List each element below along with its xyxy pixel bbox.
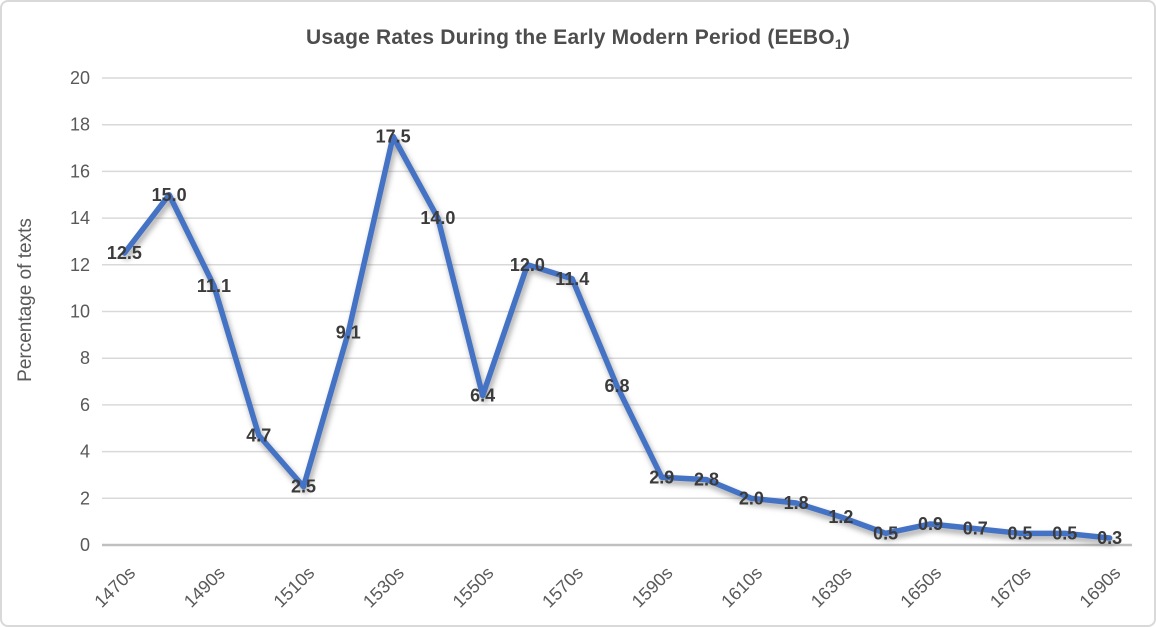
data-label: 14.0 — [420, 208, 455, 228]
y-tick-label: 8 — [80, 348, 90, 368]
x-tick-label: 1530s — [359, 563, 408, 612]
data-label: 11.4 — [555, 269, 589, 289]
x-tick-label: 1630s — [807, 563, 856, 612]
data-labels: 12.5 15.0 11.1 4.7 2.5 9.1 17.5 14.0 6.4 12.0 11.4… — [107, 126, 1122, 548]
y-axis-title: Percentage of texts — [15, 218, 36, 382]
x-tick-label: 1590s — [628, 563, 677, 612]
data-label: 4.7 — [246, 425, 271, 445]
y-tick-label: 0 — [80, 535, 90, 555]
data-label: 6.4 — [470, 386, 495, 406]
y-tick-label: 2 — [80, 488, 90, 508]
series-line — [121, 133, 1113, 541]
y-tick-label: 4 — [80, 442, 90, 462]
x-tick-label: 1470s — [90, 563, 139, 612]
x-tick-label: 1670s — [986, 563, 1035, 612]
x-tick-label: 1690s — [1076, 563, 1125, 612]
data-label: 15.0 — [152, 185, 187, 205]
data-label: 2.8 — [694, 470, 719, 490]
data-label: 0.5 — [1008, 523, 1033, 543]
data-label: 2.0 — [739, 488, 764, 508]
data-label: 0.5 — [1052, 523, 1077, 543]
y-tick-label: 14 — [70, 208, 90, 228]
data-label: 0.9 — [918, 514, 943, 534]
x-tick-label: 1570s — [538, 563, 587, 612]
x-tick-label: 1510s — [270, 563, 319, 612]
data-series — [121, 133, 1113, 541]
y-axis-tick-labels: 0 2 4 6 8 10 12 14 16 18 20 — [70, 68, 90, 555]
data-label: 9.1 — [336, 323, 361, 343]
data-label: 6.8 — [604, 376, 629, 396]
x-tick-label: 1650s — [896, 563, 945, 612]
data-label: 11.1 — [197, 276, 231, 296]
y-tick-label: 16 — [70, 161, 90, 181]
y-tick-label: 10 — [70, 302, 90, 322]
data-label: 1.8 — [784, 493, 809, 513]
x-tick-label: 1490s — [180, 563, 229, 612]
data-label: 2.5 — [291, 477, 316, 497]
data-label: 12.5 — [107, 243, 142, 263]
data-label: 0.5 — [873, 523, 898, 543]
data-label: 17.5 — [376, 126, 411, 146]
y-tick-label: 12 — [70, 255, 90, 275]
data-label: 1.2 — [828, 507, 853, 527]
x-tick-label: 1610s — [717, 563, 766, 612]
y-tick-label: 6 — [80, 395, 90, 415]
y-tick-label: 18 — [70, 115, 90, 135]
y-tick-label: 20 — [70, 68, 90, 88]
x-tick-label: 1550s — [449, 563, 498, 612]
data-label: 2.9 — [649, 467, 674, 487]
gridlines — [102, 77, 1132, 547]
x-axis-tick-labels: 1470s 1490s 1510s 1530s 1550s 1570s 1590s 1610s… — [90, 563, 1124, 612]
data-label: 0.3 — [1097, 528, 1122, 548]
data-label: 0.7 — [963, 519, 988, 539]
data-label: 12.0 — [510, 255, 545, 275]
